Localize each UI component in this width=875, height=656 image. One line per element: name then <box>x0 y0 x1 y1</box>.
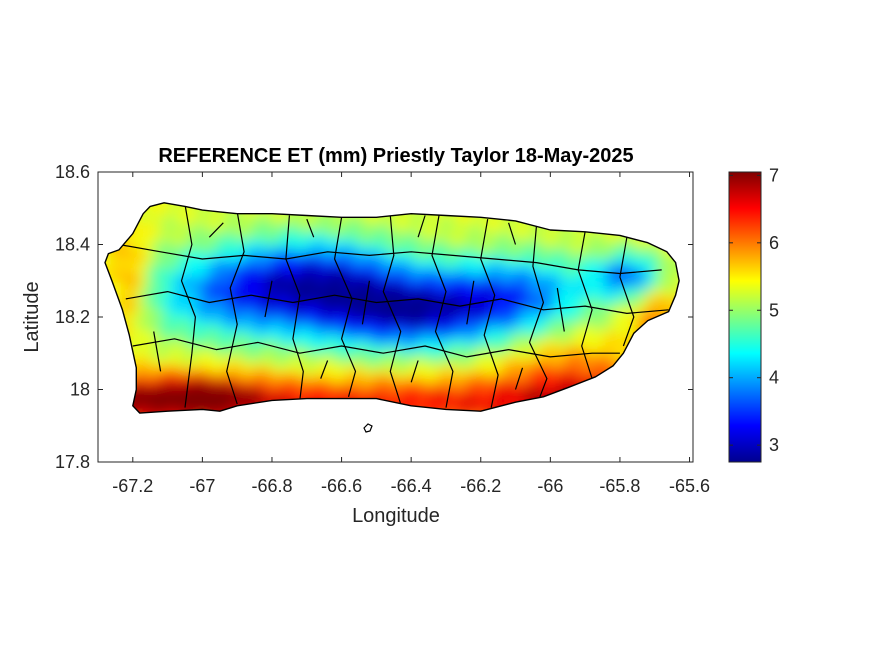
municipality-boundary <box>125 291 669 314</box>
colorbar: 3 4 5 6 7 <box>728 165 779 463</box>
municipality-boundary <box>514 367 524 390</box>
y-tick-label: 18.2 <box>55 307 90 327</box>
x-tick-label: -65.6 <box>669 476 710 496</box>
municipality-boundary <box>132 338 620 358</box>
chart-title: REFERENCE ET (mm) Priestly Taylor 18-May… <box>158 145 633 167</box>
x-tick-label: -67.2 <box>112 476 153 496</box>
y-tick-label: 18.6 <box>55 162 90 182</box>
y-tick-label: 18.4 <box>55 235 90 255</box>
municipality-boundary <box>577 231 593 379</box>
x-tick-label: -66 <box>537 476 563 496</box>
y-axis-label: Latitude <box>21 281 43 352</box>
y-tick-label: 17.8 <box>55 452 90 472</box>
colorbar-tick-label: 4 <box>769 368 779 388</box>
x-tick-label: -66.6 <box>321 476 362 496</box>
municipality-boundary <box>480 218 499 408</box>
colorbar-tick-label: 7 <box>769 165 779 185</box>
municipality-boundary <box>508 222 517 245</box>
x-axis-label: Longitude <box>352 505 440 527</box>
x-tick-label: -65.8 <box>599 476 640 496</box>
municipality-boundaries <box>118 204 669 408</box>
colorbar-tick-label: 5 <box>769 300 779 320</box>
y-tick-label: 18 <box>70 380 90 400</box>
x-tick-label: -66.4 <box>391 476 432 496</box>
colorbar-bar <box>728 171 762 463</box>
colorbar-tick-label: 3 <box>769 435 779 455</box>
municipality-boundary <box>180 204 196 408</box>
x-tick-label: -66.2 <box>460 476 501 496</box>
y-axis: 17.8 18 18.2 18.4 18.6 <box>55 162 693 472</box>
municipality-boundary <box>528 226 548 398</box>
municipality-boundary <box>208 222 224 238</box>
colorbar-tick-label: 6 <box>769 233 779 253</box>
mona-outline <box>363 423 373 433</box>
x-tick-label: -67 <box>189 476 215 496</box>
municipality-boundary <box>619 237 635 347</box>
municipality-boundary <box>410 360 419 383</box>
municipality-boundary <box>361 280 370 325</box>
municipality-boundary <box>118 243 662 275</box>
municipality-boundary <box>466 280 475 325</box>
municipality-boundary <box>153 331 162 372</box>
x-axis: -67.2 -67 -66.8 -66.6 -66.4 -66.2 -66 -65.8 -65.… <box>112 172 710 496</box>
municipality-boundary <box>382 215 402 405</box>
municipality-boundary <box>556 287 565 332</box>
map-plot-area[interactable] <box>97 171 694 463</box>
x-tick-label: -66.8 <box>251 476 292 496</box>
municipality-boundary <box>431 215 454 408</box>
municipality-boundary <box>226 211 245 405</box>
municipality-boundary <box>306 218 315 238</box>
municipality-boundary <box>264 280 273 318</box>
municipality-boundary <box>417 215 426 238</box>
colorbar-ticks: 3 4 5 6 7 <box>729 165 779 455</box>
municipality-boundary <box>285 215 304 401</box>
municipality-boundary <box>320 360 329 379</box>
